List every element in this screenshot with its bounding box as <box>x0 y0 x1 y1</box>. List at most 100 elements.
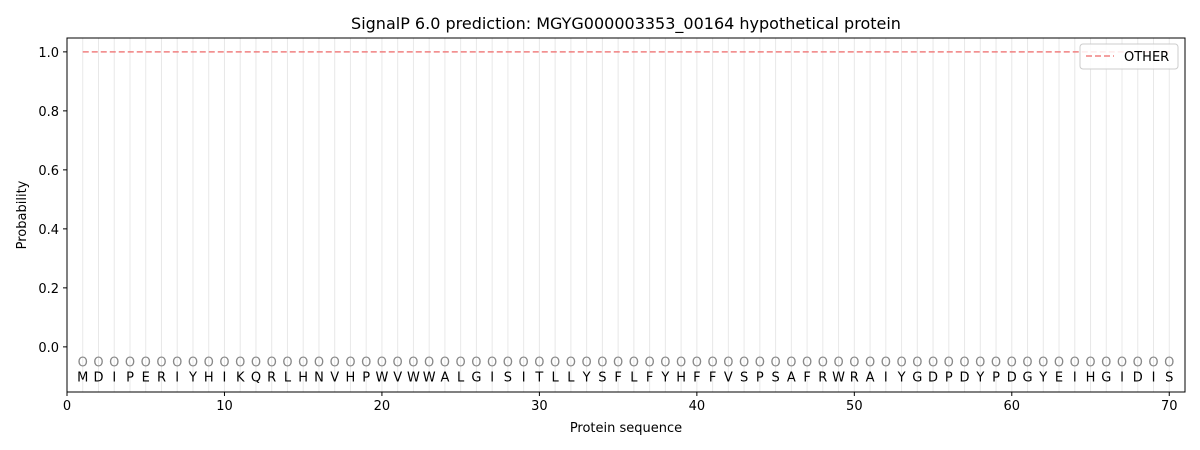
predicted-label-marker: O <box>629 356 639 371</box>
x-tick-label: 30 <box>531 399 548 414</box>
x-tick-label: 60 <box>1004 399 1021 414</box>
predicted-label-marker: O <box>912 356 922 371</box>
residue-letter: I <box>1073 370 1077 385</box>
x-axis-label: Protein sequence <box>570 421 682 436</box>
predicted-label-marker: O <box>314 356 324 371</box>
residue-letter: A <box>866 370 875 385</box>
predicted-label-marker: O <box>471 356 481 371</box>
residue-letter: Y <box>975 370 984 385</box>
y-axis-ticks: 0.0 0.2 0.4 0.6 0.8 1.0 <box>38 46 67 356</box>
residue-letter: L <box>457 370 465 385</box>
predicted-label-marker: O <box>865 356 875 371</box>
predicted-label-marker: O <box>456 356 466 371</box>
predicted-label-marker: O <box>755 356 765 371</box>
predicted-label-marker: O <box>109 356 119 371</box>
residue-letter: V <box>330 370 339 385</box>
y-tick-label: 0.0 <box>38 341 59 356</box>
predicted-label-marker: O <box>377 356 387 371</box>
y-axis-label: Probability <box>15 180 30 249</box>
predicted-label-marker: O <box>251 356 261 371</box>
x-tick-label: 70 <box>1161 399 1178 414</box>
residue-letter: F <box>709 370 716 385</box>
x-tick-label: 0 <box>63 399 71 414</box>
residue-letter: D <box>93 370 103 385</box>
residue-letter: I <box>112 370 116 385</box>
residue-letter: S <box>1165 370 1173 385</box>
residue-letter: R <box>157 370 166 385</box>
residue-letter: F <box>803 370 810 385</box>
predicted-label-marker: O <box>959 356 969 371</box>
residue-letter: A <box>440 370 449 385</box>
predicted-label-marker: O <box>597 356 607 371</box>
x-axis-ticks: 0 10 20 30 40 50 60 70 <box>63 392 1178 414</box>
residue-letter: V <box>393 370 402 385</box>
residue-letter: D <box>1007 370 1017 385</box>
residue-letter: F <box>693 370 700 385</box>
predicted-label-marker: O <box>833 356 843 371</box>
predicted-label-marker: O <box>975 356 985 371</box>
residue-gridlines <box>82 38 1170 392</box>
predicted-label-marker: O <box>282 356 292 371</box>
residue-letter: W <box>407 370 420 385</box>
predicted-label-marker: O <box>1101 356 1111 371</box>
predicted-label-marker: O <box>503 356 513 371</box>
predicted-label-marker: O <box>550 356 560 371</box>
predicted-label-marker: O <box>770 356 780 371</box>
residue-letter: L <box>284 370 292 385</box>
y-tick-label: 1.0 <box>38 46 59 61</box>
predicted-label-marker: O <box>723 356 733 371</box>
predicted-label-marker: O <box>1054 356 1064 371</box>
y-tick-label: 0.6 <box>38 164 59 179</box>
predicted-label-marker: O <box>534 356 544 371</box>
predicted-label-marker: O <box>235 356 245 371</box>
predicted-label-marker: O <box>78 356 88 371</box>
y-tick-label: 0.2 <box>38 282 59 297</box>
residue-letter: N <box>314 370 324 385</box>
residue-letter: P <box>756 370 764 385</box>
residue-letter: S <box>771 370 779 385</box>
predicted-label-marker: O <box>267 356 277 371</box>
residue-letter: G <box>471 370 481 385</box>
residue-letter: Y <box>660 370 669 385</box>
residue-letter: T <box>534 370 543 385</box>
predicted-label-marker: O <box>487 356 497 371</box>
predicted-label-marker: O <box>645 356 655 371</box>
residue-letter: I <box>490 370 494 385</box>
residue-letter: H <box>346 370 356 385</box>
predicted-label-marker: O <box>204 356 214 371</box>
predicted-label-marker: O <box>1022 356 1032 371</box>
predicted-label-marker: O <box>408 356 418 371</box>
residue-labels: OMODOIOPOEOROIOYOHOIOKOQOROLOHONOVOHOPOW… <box>77 356 1174 386</box>
legend-other-label: OTHER <box>1124 50 1169 65</box>
x-tick-label: 40 <box>689 399 706 414</box>
predicted-label-marker: O <box>519 356 529 371</box>
y-tick-label: 0.8 <box>38 105 59 120</box>
residue-letter: Y <box>897 370 906 385</box>
predicted-label-marker: O <box>1038 356 1048 371</box>
residue-letter: Q <box>251 370 261 385</box>
predicted-label-marker: O <box>818 356 828 371</box>
residue-letter: P <box>126 370 134 385</box>
residue-letter: R <box>850 370 859 385</box>
predicted-label-marker: O <box>692 356 702 371</box>
residue-letter: G <box>912 370 922 385</box>
predicted-label-marker: O <box>676 356 686 371</box>
residue-letter: W <box>423 370 436 385</box>
predicted-label-marker: O <box>802 356 812 371</box>
predicted-label-marker: O <box>1117 356 1127 371</box>
predicted-label-marker: O <box>896 356 906 371</box>
predicted-label-marker: O <box>219 356 229 371</box>
predicted-label-marker: O <box>928 356 938 371</box>
residue-letter: P <box>992 370 1000 385</box>
predicted-label-marker: O <box>881 356 891 371</box>
residue-letter: P <box>945 370 953 385</box>
residue-letter: I <box>223 370 227 385</box>
residue-letter: G <box>1101 370 1111 385</box>
residue-letter: I <box>884 370 888 385</box>
predicted-label-marker: O <box>172 356 182 371</box>
residue-letter: Y <box>582 370 591 385</box>
plot-frame <box>66 37 1186 393</box>
residue-letter: K <box>236 370 245 385</box>
residue-letter: H <box>298 370 308 385</box>
